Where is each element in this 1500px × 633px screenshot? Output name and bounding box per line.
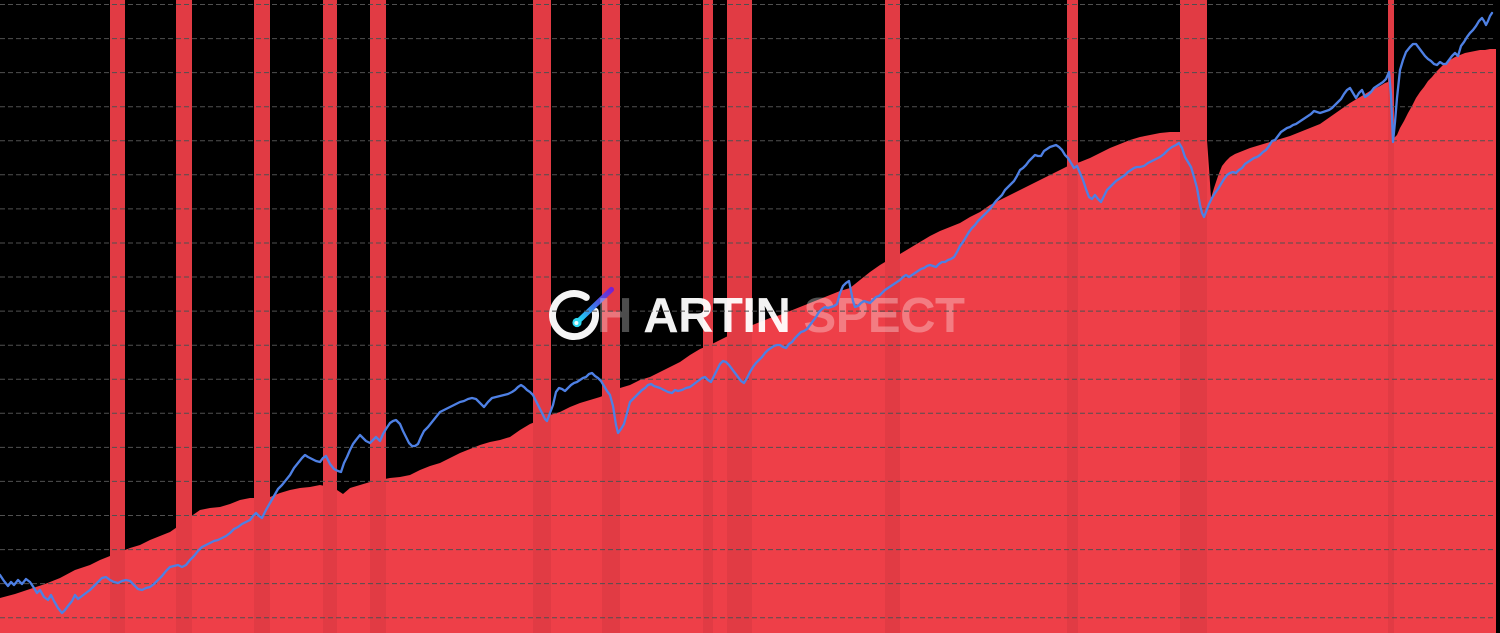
recession-bar: [110, 0, 125, 633]
watermark-segment-spect: SPECT: [804, 289, 965, 343]
watermark-segment-h: H: [597, 289, 632, 343]
recession-bar-shade: [602, 0, 620, 633]
comet-c-logo: [549, 286, 615, 341]
recession-bar-shade: [323, 0, 337, 633]
watermark: H ARTIN SPECT: [549, 286, 965, 343]
recession-bar-shade: [110, 0, 125, 633]
recession-bar: [176, 0, 192, 633]
gridlines-group: [0, 4, 1493, 619]
recession-bar-shade-group: [110, 0, 1394, 633]
recession-bar: [254, 0, 270, 633]
watermark-text: H ARTIN SPECT: [597, 289, 965, 343]
price-line-path: [0, 11, 1494, 615]
logo-c-ring: [549, 290, 600, 341]
recession-bar-shade: [176, 0, 192, 633]
area-series-path: [0, 49, 1496, 633]
recession-bar-shade: [370, 0, 386, 633]
recession-bar-shade: [1388, 0, 1394, 633]
watermark-segment-artin: ARTIN: [643, 289, 790, 343]
recession-bar-shade: [1067, 0, 1078, 633]
recession-bar-shade: [885, 0, 900, 633]
recession-bar: [370, 0, 386, 633]
recession-bar-shade: [1180, 0, 1207, 633]
recession-bar: [703, 0, 713, 633]
comet-head-core: [574, 321, 579, 325]
recession-bar-shade: [727, 0, 752, 633]
recession-bar: [323, 0, 337, 633]
recession-bar-shade: [703, 0, 713, 633]
recession-bar-shade: [533, 0, 551, 633]
recession-bar-shade: [254, 0, 270, 633]
comet-tail: [575, 286, 615, 324]
